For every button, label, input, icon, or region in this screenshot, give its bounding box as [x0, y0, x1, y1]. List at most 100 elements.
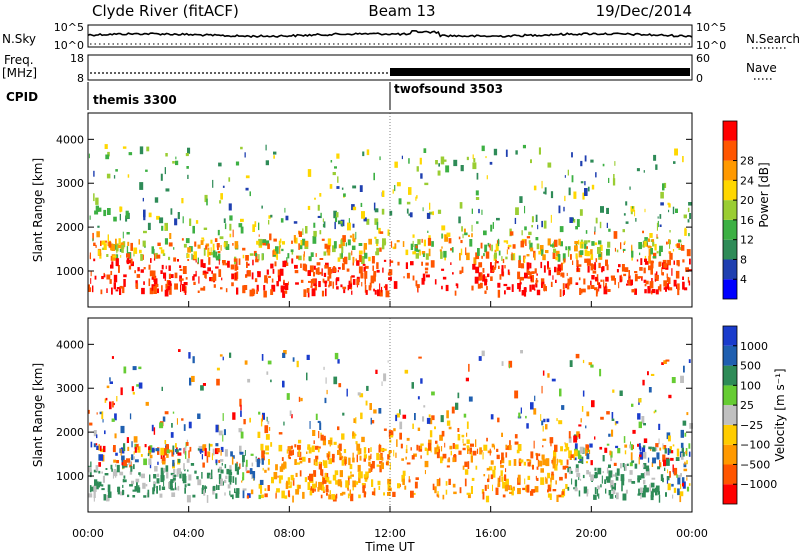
power-cell [486, 175, 488, 180]
power-cell [181, 284, 186, 292]
power-cell [169, 233, 172, 239]
velocity-cell [467, 461, 470, 469]
velocity-cell [281, 490, 285, 499]
velocity-cell [106, 495, 110, 502]
power-cell [471, 224, 473, 232]
power-cell [153, 278, 158, 285]
velocity-cell [546, 418, 550, 423]
power-cell [332, 281, 334, 289]
velocity-cell [136, 384, 140, 387]
velocity-cell [582, 474, 585, 479]
power-cell [563, 206, 565, 212]
velocity-cell [170, 472, 175, 476]
velocity-cell [349, 489, 351, 496]
velocity-cell [294, 459, 297, 465]
velocity-cell [363, 458, 366, 462]
power-cell [529, 262, 532, 269]
power-cell [394, 185, 396, 192]
power-cell [261, 253, 264, 261]
velocity-cell [352, 431, 355, 437]
power-cell [682, 276, 684, 280]
velocity-cell [669, 471, 671, 478]
power-cell [364, 265, 369, 269]
power-cell [203, 239, 205, 242]
cpid-label: CPID [6, 90, 38, 104]
power-cell [261, 205, 263, 209]
power-colorbar-label: Power [dB] [757, 162, 771, 227]
power-cell [496, 217, 500, 221]
velocity-cell [448, 457, 450, 460]
power-cell [428, 248, 431, 257]
velocity-cell [664, 467, 666, 471]
velocity-cell [149, 454, 153, 459]
power-cell [535, 214, 538, 222]
power-cell [392, 246, 396, 250]
velocity-cell [580, 418, 582, 423]
velocity-cell [450, 450, 452, 456]
power-cell [212, 273, 217, 281]
power-cell [550, 191, 554, 199]
velocity-cell [559, 388, 562, 397]
power-cell [187, 259, 190, 261]
power-cell [195, 220, 199, 224]
velocity-cell [436, 446, 440, 450]
velocity-cell [630, 441, 631, 446]
power-cell [270, 214, 273, 218]
power-cell [368, 238, 372, 245]
power-cell [278, 275, 281, 282]
velocity-cell [641, 416, 645, 424]
velocity-cell [604, 479, 607, 484]
velocity-cell [558, 494, 562, 498]
velocity-cell [637, 413, 641, 420]
power-cell [653, 154, 657, 161]
y-tick-label: 1000 [56, 265, 84, 278]
velocity-cell [159, 493, 163, 498]
power-cell [150, 258, 152, 263]
power-cell [398, 198, 402, 205]
velocity-cell [514, 390, 519, 399]
power-cell [462, 233, 464, 239]
power-cell [362, 151, 365, 157]
velocity-cell [499, 475, 501, 482]
velocity-cell [524, 478, 526, 485]
power-cell [311, 288, 316, 297]
power-cell [154, 197, 159, 203]
velocity-cell [655, 443, 659, 448]
power-cell [276, 253, 278, 260]
power-cell [480, 273, 483, 281]
velocity-cell [134, 459, 139, 463]
velocity-cell [140, 454, 143, 457]
power-cell [401, 155, 403, 160]
velocity-cell [260, 486, 263, 494]
velocity-cell [667, 483, 671, 491]
velocity-cell [677, 488, 680, 496]
velocity-cell [90, 461, 92, 467]
power-cell [165, 265, 167, 270]
power-cell [642, 230, 644, 234]
velocity-cell [197, 413, 201, 419]
power-cell [422, 273, 426, 282]
velocity-cell [684, 461, 686, 465]
velocity-cell [583, 486, 588, 494]
velocity-cell [170, 479, 174, 483]
velocity-cell [250, 453, 254, 456]
power-cell [583, 240, 588, 245]
power-cell [360, 202, 363, 207]
velocity-cell [329, 490, 331, 494]
power-cell [634, 271, 638, 274]
power-cell [113, 175, 116, 179]
power-cell [630, 280, 633, 286]
power-cell [203, 227, 208, 230]
power-cell [530, 276, 532, 281]
colorbar-tick-label: 20 [740, 194, 754, 207]
power-cell [205, 243, 210, 247]
velocity-cell [229, 465, 232, 470]
velocity-cell [662, 477, 664, 483]
power-cell [279, 238, 282, 243]
power-cell [307, 290, 310, 298]
power-cell [560, 262, 563, 271]
velocity-cell [104, 430, 106, 435]
velocity-cell [540, 477, 545, 485]
power-cell [688, 202, 692, 206]
power-cell [482, 274, 486, 280]
